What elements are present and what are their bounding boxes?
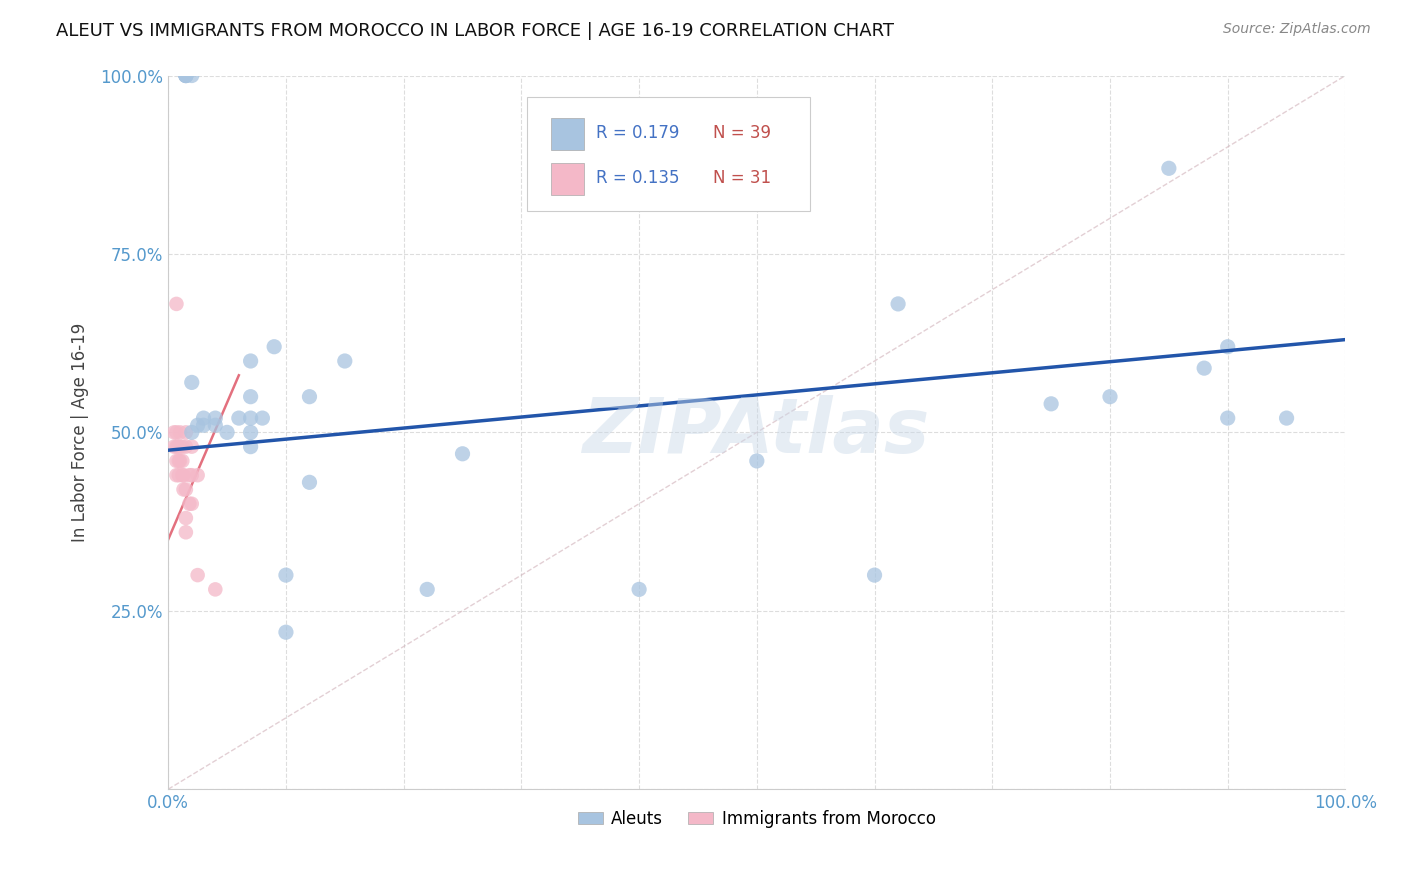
Point bbox=[217, 425, 239, 440]
Point bbox=[165, 440, 187, 454]
Point bbox=[165, 468, 187, 483]
Point bbox=[174, 69, 197, 83]
Point bbox=[1216, 411, 1239, 425]
Point bbox=[204, 418, 226, 433]
FancyBboxPatch shape bbox=[551, 118, 583, 150]
Point bbox=[887, 297, 910, 311]
Point bbox=[169, 454, 191, 468]
Text: R = 0.135: R = 0.135 bbox=[596, 169, 679, 187]
Point bbox=[298, 390, 321, 404]
Point bbox=[204, 411, 226, 425]
Point bbox=[274, 625, 297, 640]
Point bbox=[173, 483, 195, 497]
Point bbox=[179, 497, 201, 511]
Point bbox=[239, 411, 262, 425]
Point bbox=[263, 340, 285, 354]
Point bbox=[173, 468, 195, 483]
Point bbox=[169, 425, 191, 440]
Y-axis label: In Labor Force | Age 16-19: In Labor Force | Age 16-19 bbox=[72, 323, 89, 542]
Point bbox=[1275, 411, 1298, 425]
Text: ALEUT VS IMMIGRANTS FROM MOROCCO IN LABOR FORCE | AGE 16-19 CORRELATION CHART: ALEUT VS IMMIGRANTS FROM MOROCCO IN LABO… bbox=[56, 22, 894, 40]
Point bbox=[180, 376, 202, 390]
Point bbox=[187, 468, 209, 483]
Point bbox=[298, 475, 321, 490]
Point bbox=[172, 468, 194, 483]
Point bbox=[165, 454, 187, 468]
Point bbox=[451, 447, 474, 461]
Point bbox=[180, 69, 202, 83]
Point bbox=[174, 511, 197, 525]
FancyBboxPatch shape bbox=[551, 162, 583, 194]
Point bbox=[174, 425, 197, 440]
Point bbox=[628, 582, 651, 597]
Point bbox=[180, 425, 202, 440]
Point bbox=[239, 390, 262, 404]
Point bbox=[180, 497, 202, 511]
Point bbox=[274, 568, 297, 582]
Point bbox=[228, 411, 250, 425]
Point bbox=[165, 297, 187, 311]
Point bbox=[1157, 161, 1180, 176]
Point bbox=[174, 69, 197, 83]
Point bbox=[1192, 361, 1215, 376]
Point bbox=[179, 468, 201, 483]
Point bbox=[416, 582, 439, 597]
Text: N = 31: N = 31 bbox=[713, 169, 772, 187]
Text: ZIPAtlas: ZIPAtlas bbox=[583, 395, 931, 469]
Point bbox=[172, 454, 194, 468]
Point bbox=[174, 525, 197, 540]
Point bbox=[174, 69, 197, 83]
Point bbox=[167, 454, 190, 468]
FancyBboxPatch shape bbox=[527, 97, 810, 211]
Point bbox=[163, 425, 186, 440]
Point bbox=[167, 468, 190, 483]
Point bbox=[1098, 390, 1121, 404]
Point bbox=[252, 411, 274, 425]
Point bbox=[180, 440, 202, 454]
Point bbox=[239, 440, 262, 454]
Point bbox=[180, 468, 202, 483]
Point bbox=[172, 440, 194, 454]
Point bbox=[174, 69, 197, 83]
Point bbox=[204, 582, 226, 597]
Text: N = 39: N = 39 bbox=[713, 124, 772, 143]
Text: Source: ZipAtlas.com: Source: ZipAtlas.com bbox=[1223, 22, 1371, 37]
Point bbox=[863, 568, 886, 582]
Point bbox=[193, 418, 215, 433]
Point bbox=[745, 454, 768, 468]
Point bbox=[239, 354, 262, 368]
Point bbox=[169, 440, 191, 454]
Point bbox=[1040, 397, 1063, 411]
Point bbox=[333, 354, 356, 368]
Point bbox=[174, 440, 197, 454]
Point bbox=[239, 425, 262, 440]
Point bbox=[193, 411, 215, 425]
Point bbox=[174, 483, 197, 497]
Point bbox=[166, 440, 188, 454]
Point bbox=[1216, 340, 1239, 354]
Text: R = 0.179: R = 0.179 bbox=[596, 124, 679, 143]
Point bbox=[165, 425, 187, 440]
Point bbox=[187, 418, 209, 433]
Point bbox=[163, 440, 186, 454]
Point bbox=[187, 568, 209, 582]
Legend: Aleuts, Immigrants from Morocco: Aleuts, Immigrants from Morocco bbox=[571, 803, 942, 834]
